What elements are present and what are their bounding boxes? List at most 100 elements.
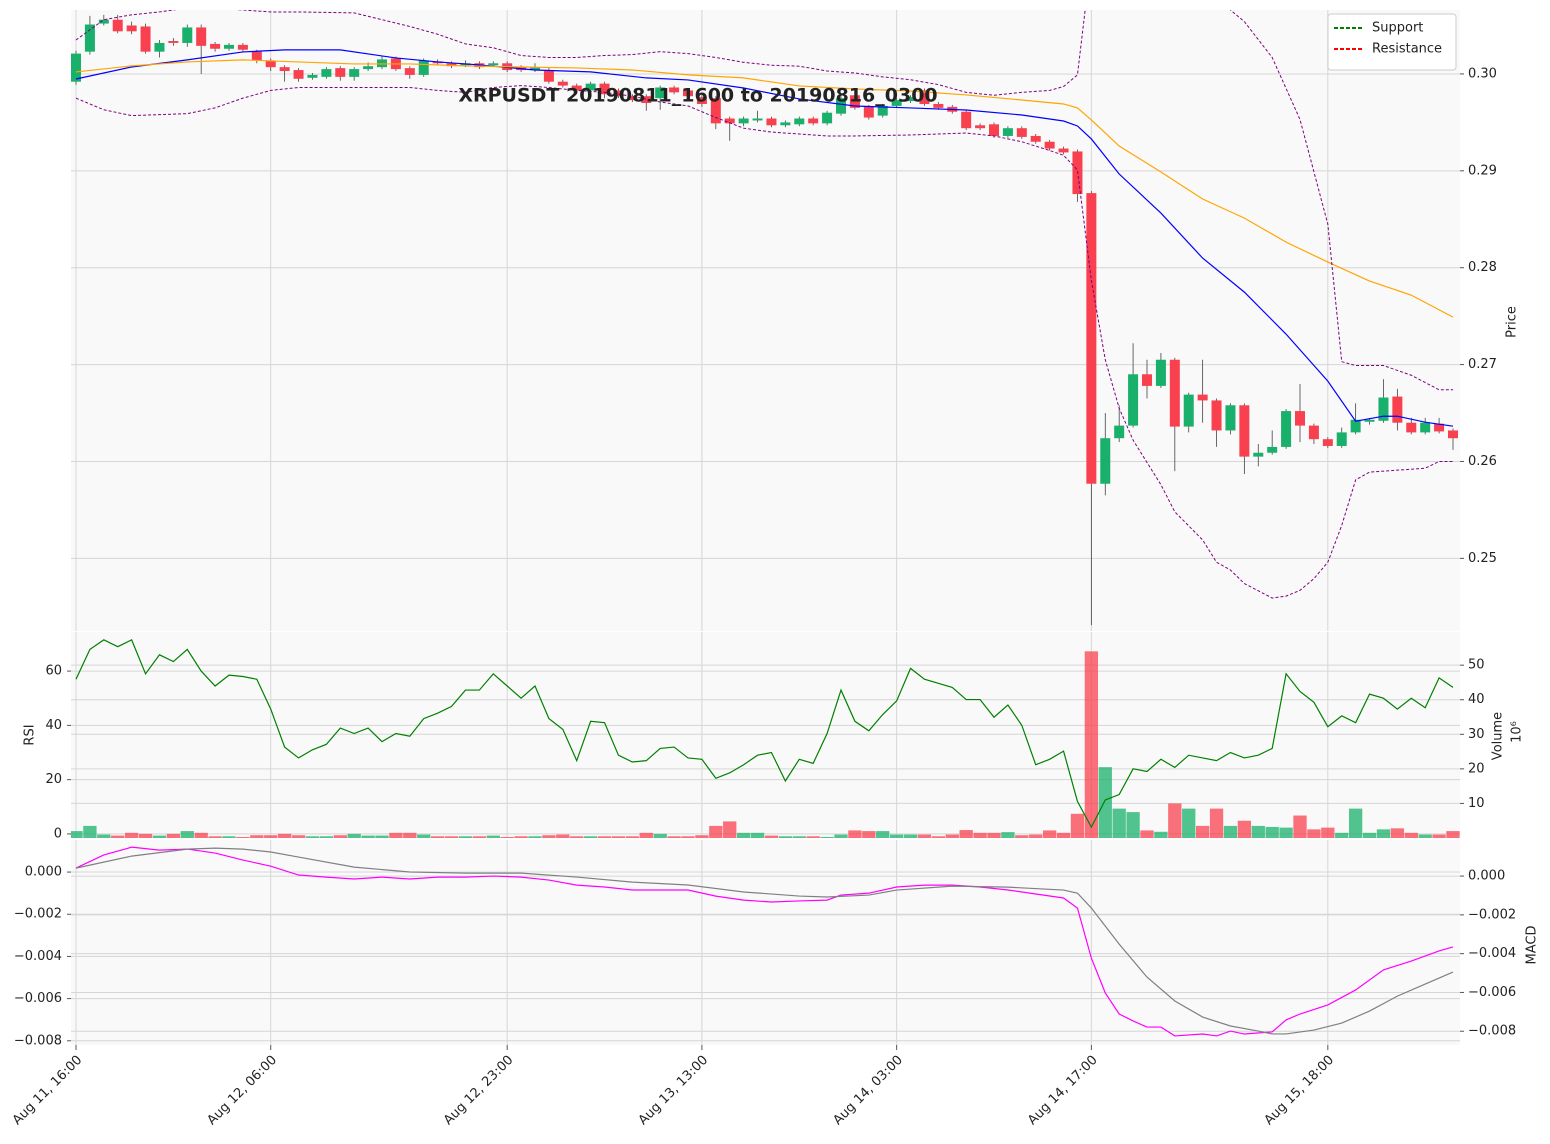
candle-body: [224, 44, 234, 49]
volume-bar: [458, 836, 473, 838]
volume-bar: [1348, 808, 1363, 838]
rsi-volume-panel: [71, 632, 1460, 838]
volume-bar: [486, 835, 500, 838]
candle-body: [1183, 394, 1194, 427]
volume-bar: [681, 836, 695, 838]
volume-bar: [111, 835, 125, 838]
candle-body: [961, 111, 972, 129]
volume-bar: [1223, 825, 1238, 838]
macd-panel: [71, 840, 1460, 1045]
volume-bar: [1098, 767, 1112, 838]
x-tick-label: Aug 11, 16:00: [10, 1053, 86, 1129]
y-tick-label: 20: [1468, 761, 1485, 776]
candle-body: [1406, 422, 1417, 433]
volume-bar: [709, 825, 723, 838]
volume-bar: [333, 835, 347, 838]
candle-body: [1086, 193, 1097, 484]
candle-body: [1267, 446, 1278, 453]
volume-bar: [208, 836, 222, 838]
candle-body: [1128, 374, 1139, 426]
volume-bar: [1140, 830, 1154, 838]
candle-body: [1100, 438, 1111, 484]
candle-body: [1392, 396, 1403, 423]
y2-axis-label: MACD: [1525, 926, 1540, 965]
volume-bar: [1376, 829, 1391, 838]
y-tick-label: 10: [1468, 796, 1485, 811]
candle-body: [1016, 128, 1027, 137]
candle-body: [98, 19, 109, 24]
volume-bar: [764, 835, 779, 838]
volume-bar: [1042, 830, 1057, 838]
candle-body: [849, 95, 860, 108]
volume-bar: [1154, 831, 1168, 838]
y-tick-label: 30: [1468, 727, 1485, 742]
candle-body: [1002, 128, 1013, 136]
candle-body: [279, 67, 290, 72]
candle-body: [446, 63, 457, 67]
candle-body: [877, 105, 888, 116]
price-panel: [71, 10, 1460, 631]
volume-bar: [639, 832, 653, 838]
volume-bar: [625, 836, 640, 838]
x-tick-label: Aug 13, 13:00: [636, 1053, 712, 1129]
y-tick-label: 20: [45, 772, 62, 787]
y-tick-label: 0.27: [1468, 357, 1497, 372]
line: [75, 847, 1454, 1035]
volume-bar: [987, 832, 1001, 838]
candle-body: [933, 103, 944, 108]
volume-bar: [1390, 828, 1405, 838]
volume-bar: [277, 833, 292, 838]
volume-bar: [194, 832, 208, 838]
x-tick-label: Aug 12, 23:00: [441, 1053, 517, 1129]
candle-body: [738, 118, 749, 124]
volume-bar: [375, 835, 389, 838]
candle-body: [1295, 411, 1305, 426]
candle-body: [1225, 405, 1236, 431]
y2-axis-exponent: 10⁶: [1510, 721, 1525, 743]
volume-bar: [931, 836, 946, 838]
candle-body: [696, 97, 707, 104]
volume-bar: [667, 836, 681, 838]
y-tick-label: 0.29: [1468, 163, 1497, 178]
candle-body: [585, 83, 596, 91]
x-tick-label: Aug 12, 06:00: [205, 1053, 281, 1129]
volume-bar: [834, 834, 848, 838]
candle-body: [335, 68, 346, 77]
volume-bar: [597, 836, 612, 838]
x-tick-label: Aug 14, 03:00: [830, 1053, 906, 1129]
volume-bar: [583, 836, 598, 838]
candle-body: [1030, 135, 1041, 142]
candle-body: [140, 26, 151, 52]
volume-bar: [124, 832, 139, 838]
y-axis-label: Price: [1505, 306, 1520, 338]
candle-body: [488, 63, 499, 66]
y-tick-label: 0.26: [1468, 454, 1497, 469]
volume-bar: [792, 836, 806, 838]
candle-body: [724, 118, 735, 124]
y2-axis-label: Volume: [1491, 712, 1506, 760]
volume-bar: [959, 830, 973, 838]
candle-body: [1336, 432, 1347, 446]
candle-body: [863, 106, 874, 118]
volume-bar: [180, 831, 194, 838]
candle-body: [1308, 425, 1319, 440]
volume-bar: [514, 836, 528, 838]
candle-body: [543, 70, 554, 82]
candle-body: [822, 112, 833, 124]
candle-body: [683, 90, 693, 97]
line: [75, 639, 1454, 829]
volume-bar: [264, 835, 278, 838]
volume-bar: [291, 835, 306, 838]
volume-bar: [1237, 820, 1252, 838]
volume-bar: [250, 835, 264, 838]
y-axis-label: RSI: [23, 724, 38, 745]
candle-body: [71, 53, 81, 82]
volume-bar: [750, 832, 765, 838]
candle-body: [557, 81, 568, 86]
y-tick-label: 0.28: [1468, 260, 1497, 275]
y-tick-label: 0.30: [1468, 66, 1497, 81]
legend-label: Resistance: [1372, 42, 1442, 57]
volume-bar: [97, 834, 111, 838]
candle-body: [265, 60, 276, 68]
